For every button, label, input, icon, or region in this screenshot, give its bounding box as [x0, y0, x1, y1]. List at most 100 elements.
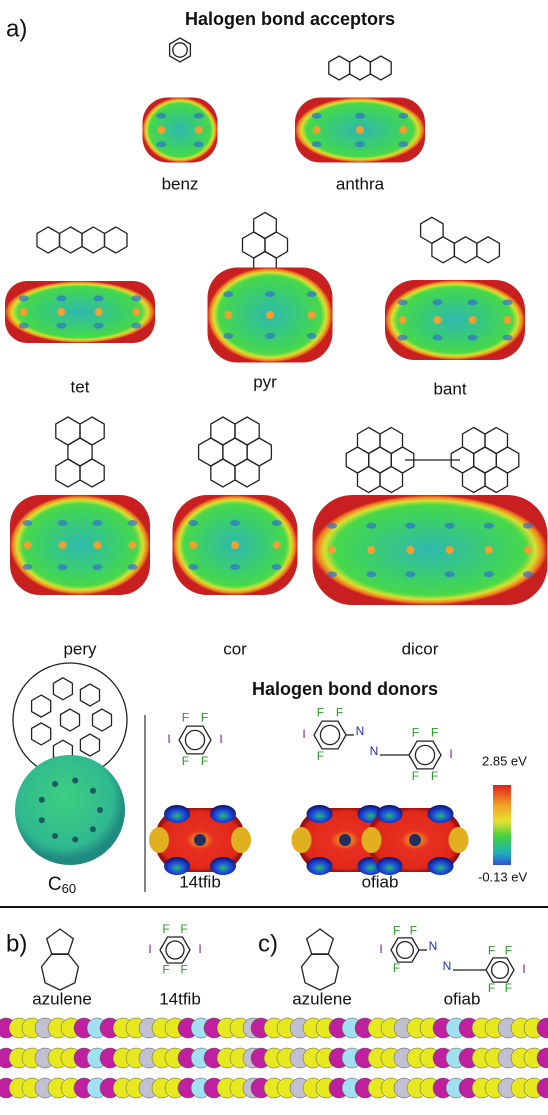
atom-label: F	[412, 726, 419, 740]
esp-spot	[523, 523, 533, 529]
atom-label: F	[317, 749, 324, 763]
ring	[211, 417, 235, 445]
esp-spot	[445, 571, 455, 577]
ring	[463, 428, 486, 454]
molecule-label: benz	[162, 174, 199, 193]
esp-spot	[503, 299, 513, 305]
esp-spot	[446, 546, 454, 554]
ring	[329, 56, 350, 80]
atom-label: F	[431, 769, 438, 783]
figure: a) Halogen bond acceptors Halogen bond d…	[0, 0, 548, 1115]
section-title: Halogen bond donors	[252, 679, 438, 699]
esp-cap	[164, 805, 190, 823]
esp-spot	[39, 797, 45, 803]
ring-bond	[415, 745, 434, 764]
esp-spot	[39, 817, 45, 823]
ring	[60, 227, 83, 253]
atom-label: N	[429, 939, 438, 953]
esp-spot	[131, 323, 141, 329]
atom-label: F	[201, 754, 208, 768]
esp-spot	[469, 316, 477, 324]
esp-spot	[24, 541, 32, 549]
ring	[68, 438, 92, 466]
esp-spot	[188, 520, 198, 526]
esp-cap	[307, 805, 333, 823]
esp-spot	[366, 571, 376, 577]
atom-label: F	[488, 981, 495, 995]
molecule-label: ofiab	[362, 872, 399, 891]
esp-spot	[266, 311, 274, 319]
esp-spot	[356, 126, 364, 134]
ring	[235, 417, 259, 445]
ring	[80, 684, 99, 706]
atom-label: F	[182, 754, 189, 768]
atom-label: F	[505, 943, 512, 957]
esp-spot	[367, 546, 375, 554]
esp-spot	[157, 126, 165, 134]
esp-spot	[194, 834, 206, 846]
color-bar-label: -0.13 eV	[478, 869, 527, 884]
color-bar-label: 2.85 eV	[482, 753, 527, 768]
ring	[380, 428, 403, 454]
ring	[42, 954, 79, 990]
section-title: Halogen bond acceptors	[185, 9, 395, 29]
color-bar	[493, 785, 511, 865]
esp-spot	[398, 335, 408, 341]
molecule-label: bant	[433, 379, 466, 398]
ring	[485, 467, 508, 493]
ring	[80, 734, 99, 756]
atom-label: I	[219, 732, 222, 746]
ring	[211, 459, 235, 487]
esp-spot	[503, 335, 513, 341]
esp-spot	[231, 541, 239, 549]
ring	[432, 237, 455, 263]
ring	[463, 467, 486, 493]
esp-cap	[428, 805, 454, 823]
esp-spot	[195, 126, 203, 134]
ring	[53, 678, 72, 700]
ring	[235, 459, 259, 487]
esp-spot	[90, 826, 96, 832]
ring	[47, 929, 74, 954]
esp-spot	[56, 323, 66, 329]
ring	[302, 954, 339, 990]
ring	[93, 709, 112, 731]
esp-spot	[223, 333, 233, 339]
esp-spot	[328, 546, 336, 554]
esp-spot	[524, 546, 532, 554]
esp-spot	[273, 541, 281, 549]
esp-spot	[272, 564, 282, 570]
esp-spot	[405, 523, 415, 529]
ring-bond	[492, 962, 509, 979]
atom-label: F	[162, 962, 169, 976]
ring	[82, 227, 105, 253]
atom-label: I	[449, 747, 452, 761]
ring-bond	[185, 730, 204, 749]
ring-bond	[397, 942, 414, 959]
atom-label: N	[370, 744, 379, 758]
esp-spot	[312, 113, 322, 119]
esp-surface	[143, 98, 218, 163]
esp-spot	[23, 564, 33, 570]
ring	[105, 227, 128, 253]
esp-spot	[399, 126, 407, 134]
ring	[454, 237, 477, 263]
molecule-label: pyr	[253, 372, 277, 391]
esp-spot	[20, 308, 28, 316]
esp-cap	[231, 827, 251, 853]
esp-spot	[409, 834, 421, 846]
esp-spot	[19, 295, 29, 301]
esp-spot	[59, 541, 67, 549]
esp-spot	[19, 323, 29, 329]
text: C	[48, 874, 62, 895]
atom-label: F	[431, 726, 438, 740]
ring	[370, 56, 391, 80]
panel-label: c)	[258, 930, 278, 957]
esp-spot	[128, 564, 138, 570]
esp-spot	[366, 523, 376, 529]
ring	[485, 428, 508, 454]
esp-cap	[307, 857, 333, 875]
atom-label: F	[336, 706, 343, 720]
esp-spot	[156, 113, 166, 119]
esp-spot	[131, 295, 141, 301]
